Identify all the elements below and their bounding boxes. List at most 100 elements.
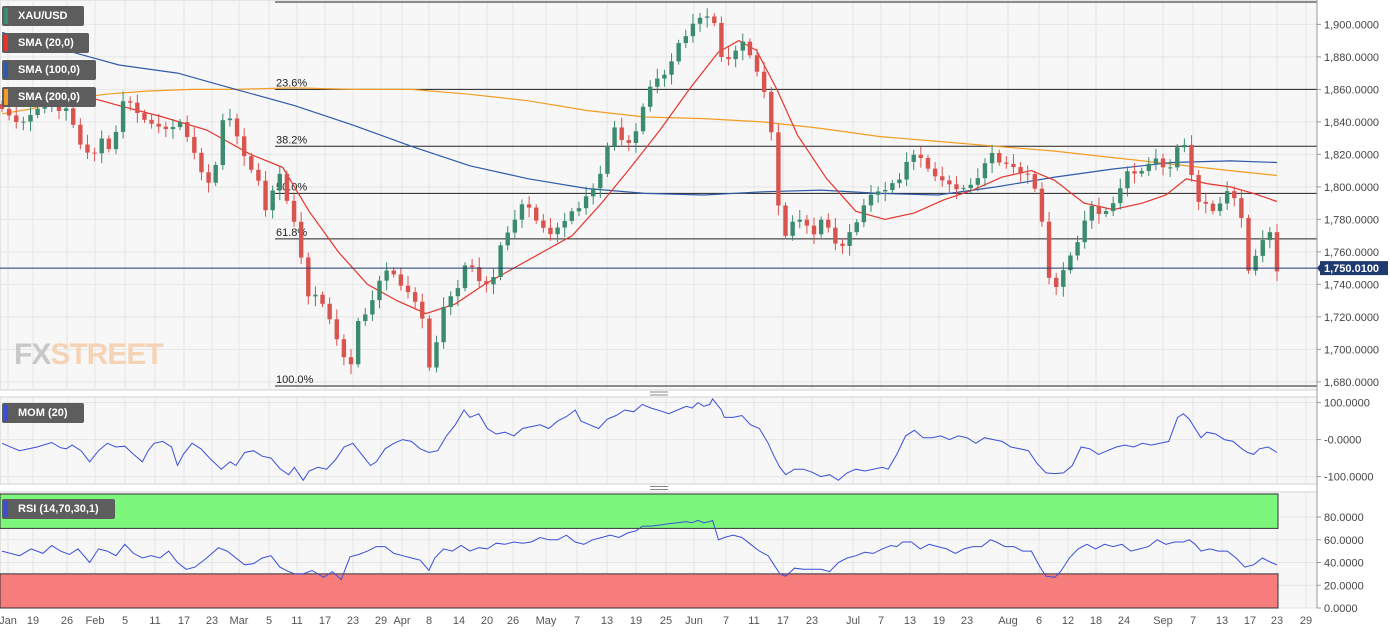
candle-body — [740, 41, 745, 51]
candle-body — [847, 232, 852, 246]
y-tick-label: -100.0000 — [1324, 472, 1374, 484]
legend-mom-swatch — [4, 405, 8, 421]
x-tick-label: 17 — [1244, 615, 1256, 627]
candle-body — [106, 138, 112, 150]
x-tick-label: Mar — [230, 615, 249, 627]
fxstreet-logo: FXSTREET — [14, 338, 164, 371]
candle-body — [491, 277, 496, 285]
x-tick-label: 13 — [1216, 615, 1228, 627]
candle-body — [797, 219, 802, 222]
candle-body — [412, 292, 418, 302]
candle-body — [420, 301, 425, 319]
candle-body — [683, 36, 688, 44]
candle-body — [320, 294, 325, 304]
candle-body — [256, 169, 261, 181]
legend-rsi[interactable]: RSI (14,70,30,1) — [2, 499, 115, 519]
candle-body — [840, 243, 845, 246]
candle-body — [128, 101, 133, 103]
candle-body — [1246, 217, 1251, 271]
x-tick-label: 11 — [748, 615, 759, 627]
candle-body — [982, 163, 988, 179]
legend-symbol[interactable]: XAU/USD — [2, 6, 84, 26]
x-tick-label: 17 — [319, 615, 331, 627]
candle-body — [1160, 158, 1166, 168]
candle-body — [263, 180, 268, 211]
candle-body — [277, 173, 282, 191]
x-tick-label: 11 — [291, 615, 302, 627]
candle-body — [968, 184, 973, 189]
current-price-tag-label: 1,750.0100 — [1324, 263, 1379, 275]
x-tick-label: May — [536, 615, 557, 627]
legend-sma100[interactable]: SMA (100,0) — [2, 60, 96, 80]
legend-sma100-swatch — [4, 62, 8, 78]
candle-body — [142, 113, 147, 120]
candle-body — [505, 232, 510, 246]
y-tick-label: 1,780.0000 — [1324, 214, 1379, 226]
candle-body — [1089, 205, 1095, 221]
candle-body — [1239, 198, 1244, 218]
legend-sma20[interactable]: SMA (20,0) — [2, 33, 89, 53]
candle-body — [790, 221, 795, 236]
y-tick-label: 1,840.0000 — [1324, 117, 1379, 129]
candle-body — [647, 86, 653, 107]
candle-body — [1011, 163, 1016, 168]
candle-body — [961, 188, 966, 190]
legend-sma200-label: SMA (200,0) — [18, 91, 80, 103]
candle-body — [284, 173, 290, 201]
y-tick-label: -0.0000 — [1324, 435, 1361, 447]
candle-body — [213, 165, 218, 183]
rsi-zones — [0, 493, 1279, 609]
candle-body — [1189, 144, 1194, 176]
legend-mom[interactable]: MOM (20) — [2, 403, 84, 423]
candle-body — [1253, 255, 1258, 271]
candle-body — [811, 225, 817, 235]
candle-body — [206, 172, 211, 183]
candle-body — [1146, 163, 1151, 171]
candle-body — [1061, 270, 1066, 287]
x-tick-label: 5 — [122, 615, 128, 627]
x-tick-label: 24 — [1118, 615, 1130, 627]
candle-body — [241, 136, 247, 157]
x-tick-label: 7 — [878, 615, 884, 627]
candle-body — [747, 41, 753, 56]
candle-body — [655, 78, 660, 87]
candle-body — [1075, 242, 1080, 256]
x-tick-label: 5 — [266, 615, 272, 627]
candle-body — [555, 227, 560, 235]
candle-body — [854, 222, 859, 233]
candle-body — [370, 300, 375, 315]
candle-body — [21, 121, 26, 123]
candle-body — [298, 221, 304, 258]
candle-body — [1175, 147, 1180, 168]
candle-body — [1068, 255, 1073, 271]
mom-line — [1, 397, 1278, 482]
y-tick-label: 0.0000 — [1324, 603, 1358, 615]
x-tick-label: 12 — [1062, 615, 1074, 627]
x-tick-label: 29 — [1300, 615, 1312, 627]
candle-body — [1125, 171, 1130, 189]
candle-body — [626, 140, 632, 143]
x-tick-label: 29 — [375, 615, 387, 627]
x-tick-label: 17 — [178, 615, 190, 627]
candle-body — [704, 16, 710, 18]
candle-body — [306, 257, 311, 297]
candle-body — [113, 131, 119, 150]
x-tick-label: 23 — [1271, 615, 1283, 627]
x-tick-label: 7 — [723, 615, 729, 627]
legend-sma200[interactable]: SMA (200,0) — [2, 87, 96, 107]
x-tick-label: 14 — [453, 615, 465, 627]
candle-body — [769, 91, 774, 133]
y-tick-label: 60.0000 — [1324, 535, 1364, 547]
candle-body — [192, 137, 197, 153]
panel-bg-1 — [0, 0, 1318, 391]
x-tick-label: 20 — [481, 615, 493, 627]
candle-body — [918, 154, 924, 158]
candle-body — [377, 280, 382, 301]
candle-body — [1032, 174, 1038, 189]
candle-body — [249, 156, 254, 170]
legend-symbol-label: XAU/USD — [18, 10, 68, 22]
candle-body — [1110, 203, 1116, 212]
x-tick-label: Aug — [998, 615, 1018, 627]
y-tick-label: 1,700.0000 — [1324, 344, 1379, 356]
candle-body — [733, 50, 738, 60]
